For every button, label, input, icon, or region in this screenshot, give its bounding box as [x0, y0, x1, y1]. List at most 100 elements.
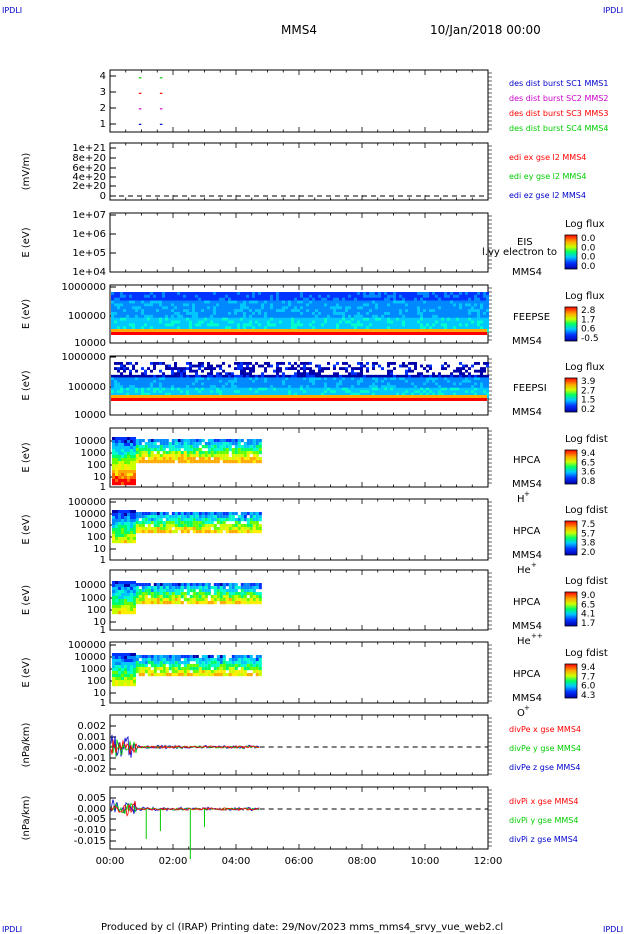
spectrogram-cell [231, 448, 235, 452]
spectrogram-cell [228, 527, 232, 531]
colorbar-tick-label: 9.0 [581, 591, 596, 601]
spectrogram-cell [243, 392, 246, 396]
spectrogram-cell [195, 380, 198, 383]
spectrogram-cell [255, 460, 259, 464]
spectrogram-cell [381, 374, 384, 378]
spectrogram-cell [306, 297, 309, 301]
spectrogram-cell [115, 602, 118, 606]
spectrogram-cell [423, 314, 426, 319]
spectrogram-cell [477, 392, 480, 396]
spectrogram-cell [291, 309, 294, 313]
spectrogram-cell [366, 309, 369, 313]
spectrogram-cell [255, 294, 258, 299]
spectrogram-cell [324, 385, 327, 389]
spectrogram-cell [258, 673, 262, 677]
spectrogram-cell [327, 317, 330, 321]
spectrogram-cell [405, 323, 408, 327]
spectrogram-cell [258, 592, 262, 596]
spectrogram-cell [156, 451, 160, 455]
spectrogram-cell [156, 601, 160, 605]
spectrogram-cell [417, 312, 420, 316]
spectrogram-cell [255, 309, 258, 313]
spectrogram-cell [183, 586, 187, 590]
spectrogram-cell [294, 292, 297, 296]
spectrogram-cell [366, 317, 369, 321]
spectrogram-cell [219, 385, 222, 389]
spectrogram-cell [138, 306, 141, 310]
spectrogram-cell [168, 367, 171, 371]
spectrogram-cell [216, 294, 219, 299]
spectrogram-cell [144, 460, 148, 464]
spectrogram-cell [402, 326, 405, 330]
spectrogram-cell [204, 294, 207, 299]
spectrogram-cell [180, 377, 183, 381]
spectrogram-cell [342, 374, 345, 378]
spectrogram-cell [118, 680, 121, 684]
spectrogram-cell [124, 446, 127, 450]
spectrogram-cell [255, 601, 259, 605]
spectrogram-cell [366, 320, 369, 324]
spectrogram-cell [318, 297, 321, 301]
spectrogram-cell [411, 387, 414, 391]
spectrogram-cell [453, 314, 456, 319]
spectrogram-cell [115, 513, 118, 517]
spectrogram-cell [204, 598, 208, 602]
spectrogram-cell [408, 320, 411, 324]
spectrogram-cell [174, 326, 177, 330]
spectrogram-cell [171, 323, 174, 327]
spectrogram-cell [243, 442, 247, 446]
spectrogram-cell [189, 527, 193, 531]
spectrogram-cell [228, 326, 231, 330]
spectrogram-cell [201, 297, 204, 301]
spectrogram-cell [429, 392, 432, 396]
spectrogram-cell [393, 387, 396, 391]
spectrogram-cell [276, 317, 279, 321]
spectrogram-cell [249, 382, 252, 386]
spectrogram-cell [132, 320, 135, 324]
spectrogram-cell [207, 372, 210, 376]
spectrogram-cell [321, 323, 324, 327]
spectrogram-cell [255, 382, 258, 386]
spectrogram-cell [381, 306, 384, 310]
spectrogram-cell [210, 515, 214, 519]
spectrogram-cell [456, 387, 459, 391]
spectrogram-cell [438, 323, 441, 327]
spectrogram-cell [138, 445, 142, 449]
spectrogram-cell [165, 387, 168, 391]
spectrogram-cell [324, 323, 327, 327]
spectrogram-cell [276, 306, 279, 310]
spectrogram-cell [309, 392, 312, 396]
spectrogram-cell [240, 392, 243, 396]
spectrogram-cell [405, 369, 408, 373]
spectrogram-cell [171, 380, 174, 383]
spectrogram-cell [387, 374, 390, 378]
spectrogram-cell [255, 306, 258, 310]
spectrogram-cell [127, 446, 130, 450]
spectrogram-cell [396, 382, 399, 386]
spectrogram-cell [121, 605, 124, 609]
spectrogram-cell [156, 512, 160, 516]
spectrogram-cell [243, 454, 247, 458]
y-tick-label: 1 [100, 482, 106, 493]
spectrogram-cell [120, 294, 123, 299]
spectrogram-cell [237, 374, 240, 378]
spectrogram-cell [198, 439, 202, 443]
spectrogram-cell [285, 297, 288, 301]
spectrogram-cell [168, 524, 172, 528]
spectrogram-cell [114, 294, 117, 299]
spectrogram-cell [183, 661, 187, 665]
spectrogram-cell [438, 392, 441, 396]
spectrogram-cell [126, 292, 129, 296]
spectrogram-cell [204, 515, 208, 519]
spectrogram-cell [417, 314, 420, 319]
spectrogram-cell [124, 452, 127, 456]
spectrogram-cell [213, 326, 216, 330]
spectrogram-cell [219, 655, 223, 659]
spectrogram-cell [279, 369, 282, 373]
spectrogram-cell [363, 323, 366, 327]
spectrogram-cell [234, 586, 238, 590]
spectrogram-cell [123, 303, 126, 307]
spectrogram-cell [315, 300, 318, 304]
spectrogram-cell [372, 312, 375, 316]
spectrogram-cell [459, 320, 462, 324]
